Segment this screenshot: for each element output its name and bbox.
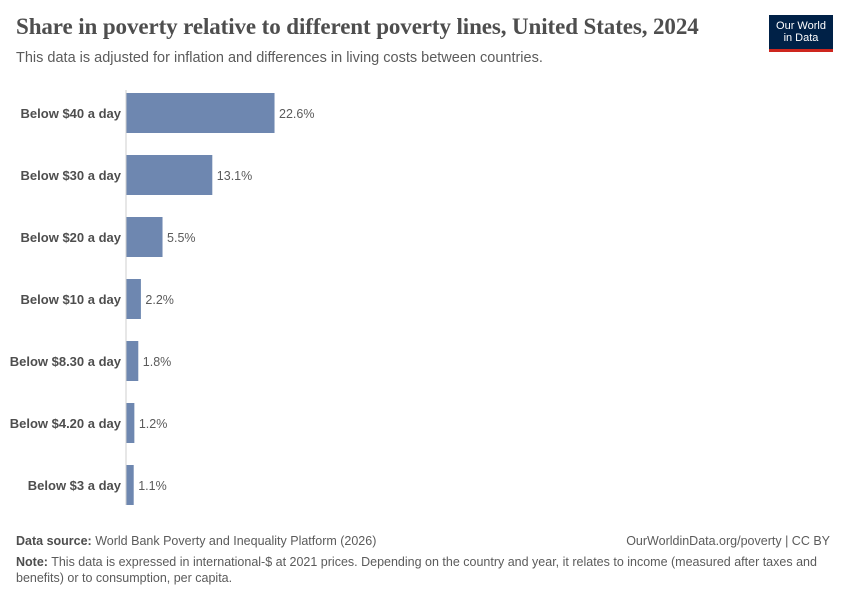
value-label: 2.2% bbox=[145, 293, 174, 307]
value-label: 1.2% bbox=[139, 417, 168, 431]
chart-title: Share in poverty relative to different p… bbox=[16, 14, 699, 39]
bar-chart: Below $40 a day 22.6% Below $30 a day 13.1%… bbox=[10, 90, 314, 505]
owid-logo[interactable]: Our World in Data bbox=[769, 15, 833, 52]
bar[interactable] bbox=[126, 217, 163, 257]
value-label: 5.5% bbox=[167, 231, 196, 245]
note-text: This data is expressed in international-… bbox=[16, 555, 817, 585]
data-source: Data source: World Bank Poverty and Ineq… bbox=[16, 534, 376, 548]
bar[interactable] bbox=[126, 155, 213, 195]
source-text: World Bank Poverty and Inequality Platfo… bbox=[95, 534, 377, 548]
chart-subtitle: This data is adjusted for inflation and … bbox=[16, 50, 543, 66]
category-label: Below $40 a day bbox=[21, 106, 122, 121]
category-label: Below $20 a day bbox=[21, 230, 122, 245]
chart-note: Note: This data is expressed in internat… bbox=[16, 555, 826, 586]
category-label: Below $30 a day bbox=[21, 168, 122, 183]
bar[interactable] bbox=[126, 279, 141, 319]
logo-line-2: in Data bbox=[783, 32, 819, 44]
bar[interactable] bbox=[126, 341, 139, 381]
category-label: Below $8.30 a day bbox=[10, 354, 122, 369]
value-label: 13.1% bbox=[217, 169, 252, 183]
category-label: Below $4.20 a day bbox=[10, 416, 122, 431]
value-label: 1.8% bbox=[143, 355, 172, 369]
source-url-link[interactable]: OurWorldinData.org/poverty | CC BY bbox=[626, 534, 830, 548]
value-label: 1.1% bbox=[138, 479, 167, 493]
category-label: Below $3 a day bbox=[28, 478, 122, 493]
bar[interactable] bbox=[126, 403, 135, 443]
note-label: Note: bbox=[16, 555, 48, 569]
source-label: Data source: bbox=[16, 534, 92, 548]
logo-line-1: Our World bbox=[776, 20, 826, 32]
bar[interactable] bbox=[126, 93, 275, 133]
value-label: 22.6% bbox=[279, 107, 314, 121]
category-label: Below $10 a day bbox=[21, 292, 122, 307]
bar[interactable] bbox=[126, 465, 134, 505]
